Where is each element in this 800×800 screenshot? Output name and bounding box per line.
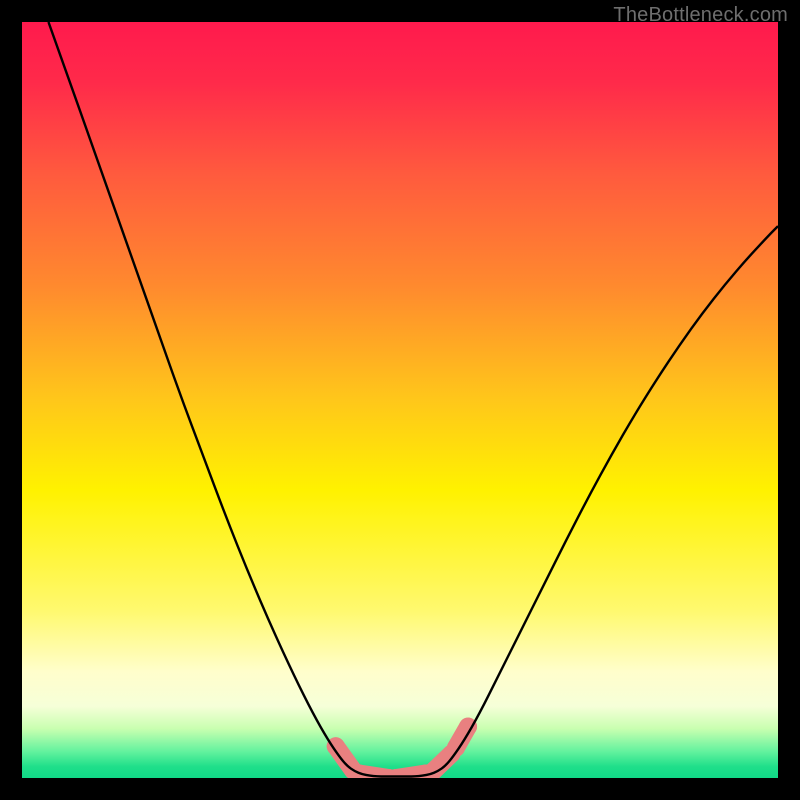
bottleneck-chart — [0, 0, 800, 800]
gradient-background — [22, 22, 778, 778]
watermark-text: TheBottleneck.com — [613, 4, 788, 27]
chart-container: TheBottleneck.com — [0, 0, 800, 800]
